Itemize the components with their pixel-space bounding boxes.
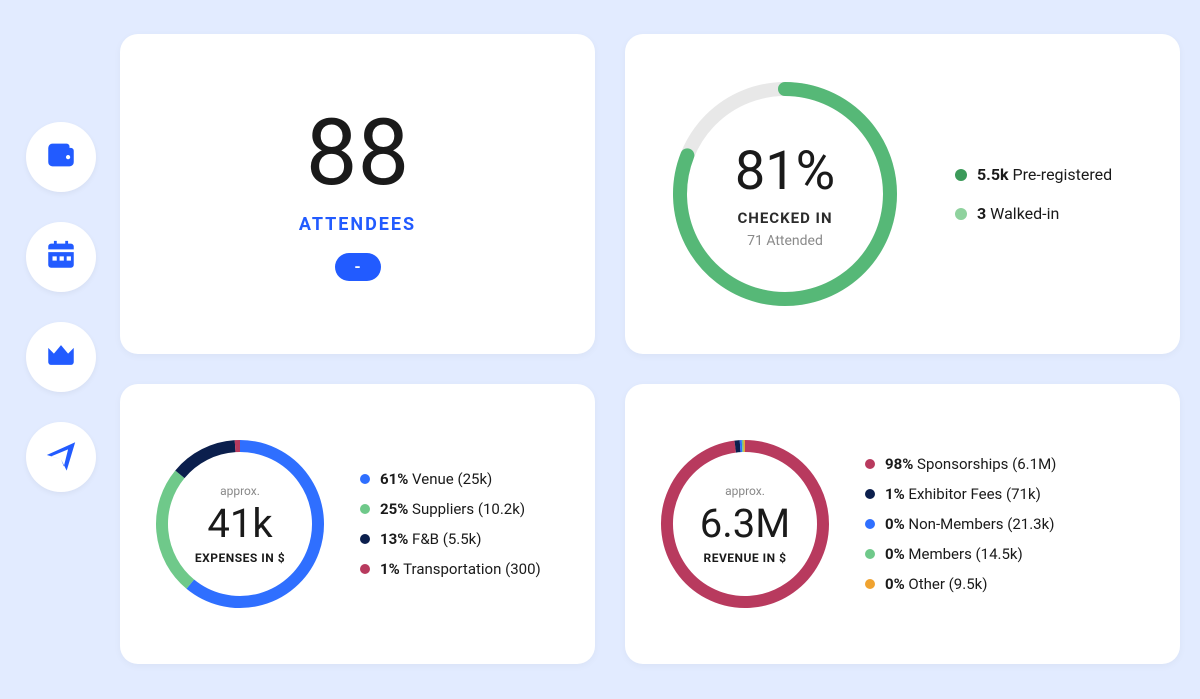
sidebar — [26, 122, 96, 492]
expenses-approx: approx. — [220, 484, 260, 498]
revenue-donut: approx. 6.3M REVENUE IN $ — [655, 434, 835, 614]
expenses-legend: 61% Venue (25k) 25% Suppliers (10.2k) 13% … — [360, 470, 541, 578]
legend-dot — [360, 564, 370, 574]
legend-dot — [955, 169, 967, 181]
sidebar-item-crown[interactable] — [26, 322, 96, 392]
legend-text: 3 Walked-in — [977, 204, 1059, 223]
legend-item: 0% Other (9.5k) — [865, 575, 1056, 593]
checkedin-percent: 81% — [735, 140, 835, 203]
revenue-value: 6.3M — [700, 500, 790, 547]
expenses-card: approx. 41k EXPENSES IN $ 61% Venue (25k… — [120, 384, 595, 664]
attendees-count: 88 — [306, 108, 409, 200]
legend-text: 0% Other (9.5k) — [885, 575, 987, 593]
legend-item: 0% Non-Members (21.3k) — [865, 515, 1056, 533]
legend-text: 5.5k Pre-registered — [977, 165, 1112, 184]
legend-dot — [360, 474, 370, 484]
expenses-label: EXPENSES IN $ — [195, 551, 285, 565]
checkedin-card: 81% CHECKED IN 71 Attended 5.5k Pre-regi… — [625, 34, 1180, 354]
legend-dot — [865, 459, 875, 469]
attendees-card: 88 ATTENDEES - — [120, 34, 595, 354]
legend-item: 13% F&B (5.5k) — [360, 530, 541, 548]
legend-dot — [865, 549, 875, 559]
expenses-value: 41k — [207, 500, 272, 547]
legend-dot — [360, 504, 370, 514]
legend-dot — [955, 208, 967, 220]
legend-text: 1% Transportation (300) — [380, 560, 541, 578]
legend-text: 25% Suppliers (10.2k) — [380, 500, 525, 518]
crown-icon — [44, 338, 78, 376]
checkedin-sublabel: CHECKED IN — [737, 209, 832, 227]
legend-dot — [865, 519, 875, 529]
revenue-legend: 98% Sponsorships (6.1M) 1% Exhibitor Fees… — [865, 455, 1056, 593]
expenses-donut: approx. 41k EXPENSES IN $ — [150, 434, 330, 614]
legend-text: 98% Sponsorships (6.1M) — [885, 455, 1056, 473]
revenue-label: REVENUE IN $ — [704, 551, 787, 565]
checkedin-ring: 81% CHECKED IN 71 Attended — [665, 74, 905, 314]
legend-item: 1% Exhibitor Fees (71k) — [865, 485, 1056, 503]
attendees-trend-pill[interactable]: - — [335, 253, 381, 281]
legend-item: 25% Suppliers (10.2k) — [360, 500, 541, 518]
calendar-icon — [44, 238, 78, 276]
legend-text: 13% F&B (5.5k) — [380, 530, 482, 548]
legend-item: 5.5k Pre-registered — [955, 165, 1112, 184]
legend-text: 0% Non-Members (21.3k) — [885, 515, 1054, 533]
legend-dot — [865, 489, 875, 499]
legend-text: 1% Exhibitor Fees (71k) — [885, 485, 1041, 503]
legend-item: 1% Transportation (300) — [360, 560, 541, 578]
legend-item: 3 Walked-in — [955, 204, 1112, 223]
legend-dot — [865, 579, 875, 589]
revenue-card: approx. 6.3M REVENUE IN $ 98% Sponsorshi… — [625, 384, 1180, 664]
send-icon — [44, 438, 78, 476]
legend-item: 0% Members (14.5k) — [865, 545, 1056, 563]
sidebar-item-wallet[interactable] — [26, 122, 96, 192]
legend-item: 61% Venue (25k) — [360, 470, 541, 488]
sidebar-item-send[interactable] — [26, 422, 96, 492]
wallet-icon — [44, 138, 78, 176]
sidebar-item-calendar[interactable] — [26, 222, 96, 292]
attendees-label: ATTENDEES — [299, 214, 416, 235]
dashboard-grid: 88 ATTENDEES - 81% CHECKED IN 71 Attende… — [120, 34, 1180, 664]
checkedin-legend: 5.5k Pre-registered 3 Walked-in — [955, 165, 1112, 223]
legend-dot — [360, 534, 370, 544]
legend-text: 61% Venue (25k) — [380, 470, 492, 488]
legend-text: 0% Members (14.5k) — [885, 545, 1023, 563]
revenue-approx: approx. — [725, 484, 765, 498]
checkedin-attended: 71 Attended — [747, 233, 823, 249]
legend-item: 98% Sponsorships (6.1M) — [865, 455, 1056, 473]
